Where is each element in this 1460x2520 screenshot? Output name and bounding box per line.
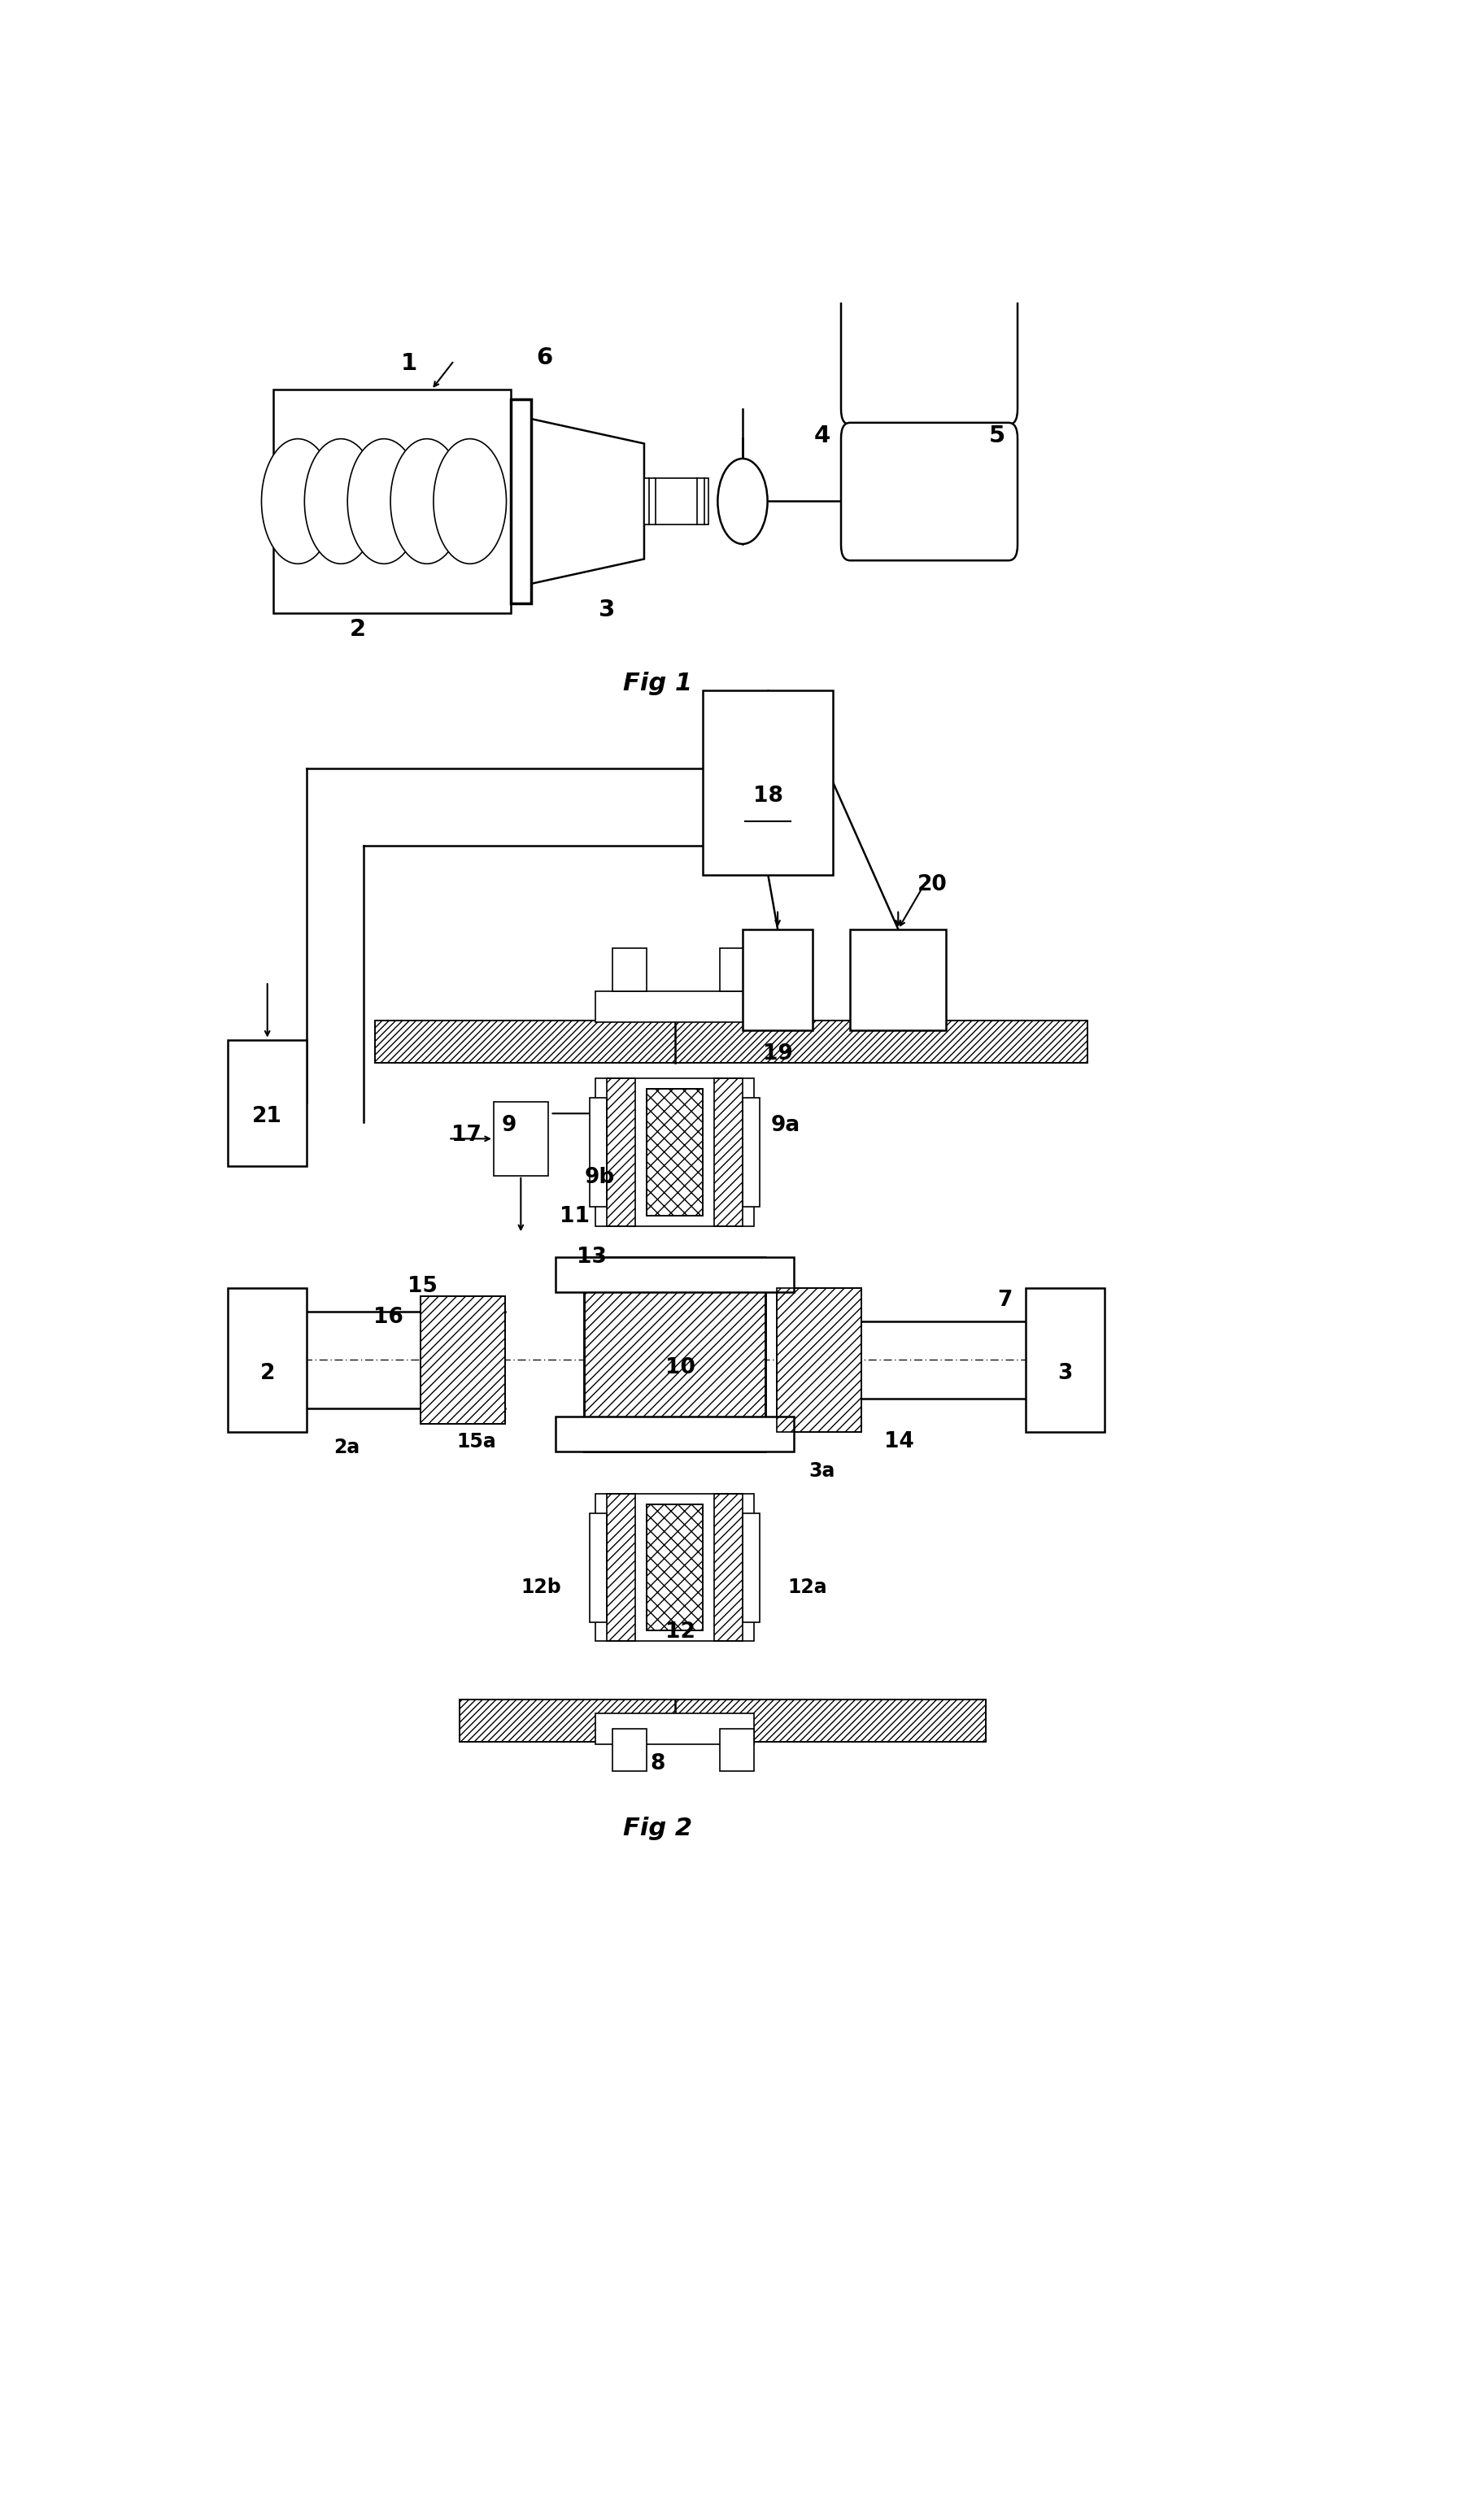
Bar — [511, 398, 531, 602]
Text: 16: 16 — [374, 1308, 403, 1328]
Bar — [777, 1288, 861, 1431]
Bar — [777, 1288, 861, 1431]
Text: 7: 7 — [997, 1290, 1012, 1310]
Text: Fig 1: Fig 1 — [623, 673, 692, 696]
Bar — [375, 1021, 1088, 1063]
Text: 9b: 9b — [584, 1167, 615, 1189]
Text: 3: 3 — [599, 600, 615, 622]
Text: 11: 11 — [559, 1207, 590, 1227]
Bar — [647, 1089, 704, 1215]
Text: 17: 17 — [451, 1124, 482, 1147]
Text: 21: 21 — [253, 1106, 282, 1126]
Polygon shape — [531, 418, 644, 585]
Text: Fig 2: Fig 2 — [623, 1817, 692, 1840]
Bar — [584, 1257, 765, 1452]
Bar — [607, 1494, 635, 1641]
Bar — [743, 1099, 759, 1207]
Bar — [273, 391, 511, 612]
Text: 3a: 3a — [809, 1462, 835, 1479]
Bar — [420, 1295, 505, 1424]
Bar — [460, 1698, 986, 1741]
Text: 2a: 2a — [333, 1436, 359, 1457]
Text: 15: 15 — [407, 1275, 437, 1298]
Text: 15a: 15a — [457, 1431, 496, 1452]
Circle shape — [390, 438, 463, 564]
Bar — [493, 1101, 548, 1174]
Circle shape — [261, 438, 334, 564]
Text: 12: 12 — [666, 1620, 695, 1643]
Bar — [228, 1288, 307, 1431]
Text: 2: 2 — [260, 1363, 274, 1383]
Text: 12a: 12a — [788, 1578, 828, 1598]
Text: 12b: 12b — [521, 1578, 562, 1598]
Bar — [644, 479, 708, 524]
Bar — [714, 1494, 743, 1641]
Text: 20: 20 — [917, 874, 948, 895]
FancyBboxPatch shape — [841, 287, 1018, 426]
Bar — [556, 1257, 794, 1293]
Bar — [375, 1021, 1088, 1063]
Bar — [647, 1089, 704, 1215]
Text: 6: 6 — [536, 348, 553, 370]
Bar — [590, 1099, 607, 1207]
Bar — [743, 930, 813, 1031]
Bar — [647, 1504, 704, 1630]
Text: 13: 13 — [577, 1247, 607, 1268]
Bar — [228, 1041, 307, 1167]
Bar — [556, 1416, 794, 1452]
Text: 5: 5 — [988, 423, 1006, 446]
FancyBboxPatch shape — [841, 423, 1018, 559]
Circle shape — [305, 438, 377, 564]
Text: 2: 2 — [350, 617, 366, 640]
Bar — [596, 1714, 753, 1744]
Text: 9a: 9a — [771, 1114, 800, 1137]
Circle shape — [718, 459, 768, 544]
Bar — [420, 1295, 505, 1424]
Text: 18: 18 — [753, 786, 783, 806]
Bar — [720, 948, 753, 990]
Bar — [613, 948, 647, 990]
Text: 14: 14 — [885, 1431, 914, 1452]
Circle shape — [434, 438, 507, 564]
Text: 19: 19 — [762, 1043, 793, 1063]
Text: 4: 4 — [813, 423, 831, 446]
Bar — [584, 1257, 765, 1452]
Bar — [460, 1698, 986, 1741]
Bar — [704, 690, 834, 874]
Bar — [743, 1512, 759, 1623]
Bar — [596, 1494, 753, 1641]
Text: 3: 3 — [1057, 1363, 1073, 1383]
Bar — [647, 1504, 704, 1630]
Bar — [850, 930, 946, 1031]
Circle shape — [347, 438, 420, 564]
Text: 10: 10 — [666, 1358, 695, 1378]
Bar — [714, 1079, 743, 1227]
Bar — [1025, 1288, 1105, 1431]
Text: 1: 1 — [400, 353, 418, 375]
Bar — [607, 1079, 635, 1227]
Bar — [590, 1512, 607, 1623]
Bar — [596, 1079, 753, 1227]
Text: 9: 9 — [501, 1114, 517, 1137]
Text: 8: 8 — [650, 1754, 666, 1774]
Bar — [596, 990, 753, 1023]
Bar — [613, 1729, 647, 1772]
Bar — [720, 1729, 753, 1772]
